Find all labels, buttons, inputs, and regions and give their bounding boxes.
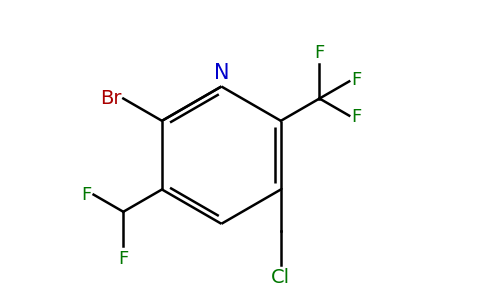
Text: F: F xyxy=(351,108,362,126)
Text: N: N xyxy=(213,63,229,83)
Text: F: F xyxy=(118,250,128,268)
Text: F: F xyxy=(81,186,91,204)
Text: Cl: Cl xyxy=(272,268,290,287)
Text: F: F xyxy=(315,44,325,62)
Text: Br: Br xyxy=(100,89,121,108)
Text: F: F xyxy=(351,71,362,89)
